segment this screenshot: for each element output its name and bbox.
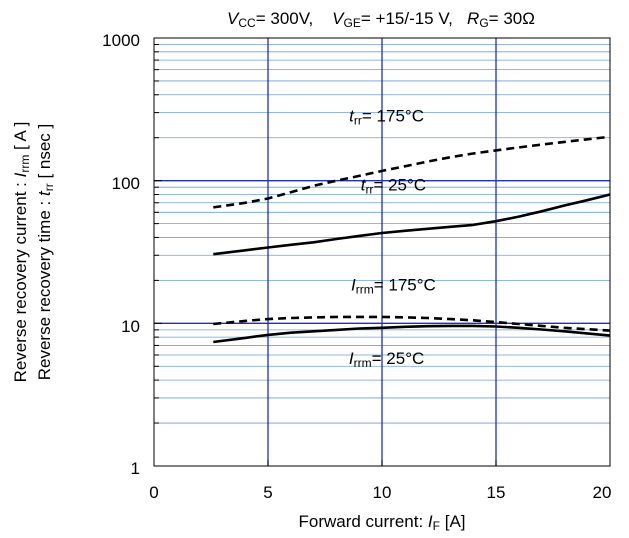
y-tick-label: 10 [121,317,140,336]
x-tick-label: 5 [263,483,272,502]
y-tick-label: 100 [112,174,140,193]
series-label-irrm-25: Irrm= 25°C [349,349,424,370]
y-axis-ticks [154,37,162,467]
series-line-1 [213,193,611,256]
y-axis-label-time: Reverse recovery time : trr [ nsec ] [35,124,56,381]
y-tick-label: 1000 [102,31,140,50]
series-lines [213,135,611,344]
x-tick-label: 0 [149,483,158,502]
series-label-trr-25: trr= 25°C [361,176,426,197]
series-line-0 [213,135,611,209]
series-line-3 [213,324,611,344]
series-line-2 [213,315,611,332]
x-axis-label: Forward current: IF [A] [298,512,465,533]
series-label-trr-175: trr= 175°C [349,107,424,128]
y-axis-label-current: Reverse recovery current : Irrm [ A ] [11,122,32,383]
series-label-irrm-175: Irrm= 175°C [351,276,436,297]
x-tick-label: 10 [373,483,392,502]
y-tick-label: 1 [131,459,140,478]
x-tick-label: 15 [487,483,506,502]
chart-title: VCC= 300V, VGE= +15/-15 V, RG= 30Ω [227,9,535,30]
x-tick-label: 20 [593,483,612,502]
x-axis-ticks [153,460,611,466]
